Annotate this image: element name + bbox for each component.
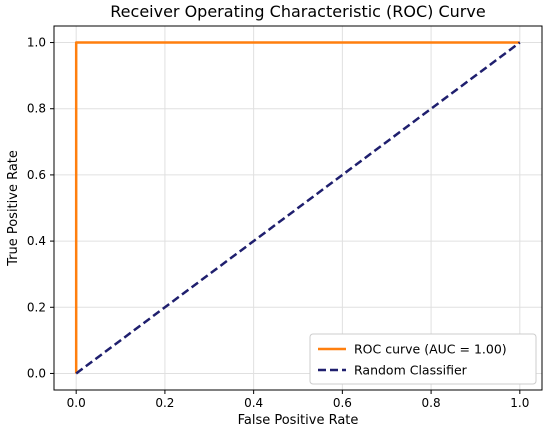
x-tick-label: 1.0 — [510, 396, 529, 410]
legend-box — [309, 333, 537, 385]
x-axis-label: False Positive Rate — [238, 413, 359, 428]
roc-curve-line — [74, 41, 520, 374]
y-tick-label: 0.6 — [27, 168, 46, 182]
x-tick-label: 0.0 — [67, 396, 86, 410]
y-tick-label: 0.2 — [27, 300, 46, 314]
y-tick-label: 0.0 — [27, 366, 46, 380]
legend-label: Random Classifier — [354, 363, 468, 378]
legend: ROC curve (AUC = 1.00) Random Classifier — [309, 333, 537, 385]
y-tick-label: 1.0 — [27, 36, 46, 50]
y-tick-label: 0.4 — [27, 234, 46, 248]
legend-label: ROC curve (AUC = 1.00) — [354, 342, 507, 357]
x-tick-label: 0.2 — [155, 396, 174, 410]
chart-title: Receiver Operating Characteristic (ROC) … — [110, 2, 485, 21]
series-layer — [74, 41, 521, 375]
random-classifier-line — [75, 41, 521, 375]
y-axis-label: True Positive Rate — [6, 150, 21, 267]
x-tick-label: 0.6 — [333, 396, 352, 410]
x-tick-label: 0.8 — [422, 396, 441, 410]
axis-ticks: 0.0 0.2 0.4 0.6 0.8 1.0 0.0 0.2 0.4 0.6 0.8 1.0 — [27, 36, 529, 410]
plot-frame — [53, 25, 543, 391]
y-tick-label: 0.8 — [27, 102, 46, 116]
x-tick-label: 0.4 — [244, 396, 263, 410]
